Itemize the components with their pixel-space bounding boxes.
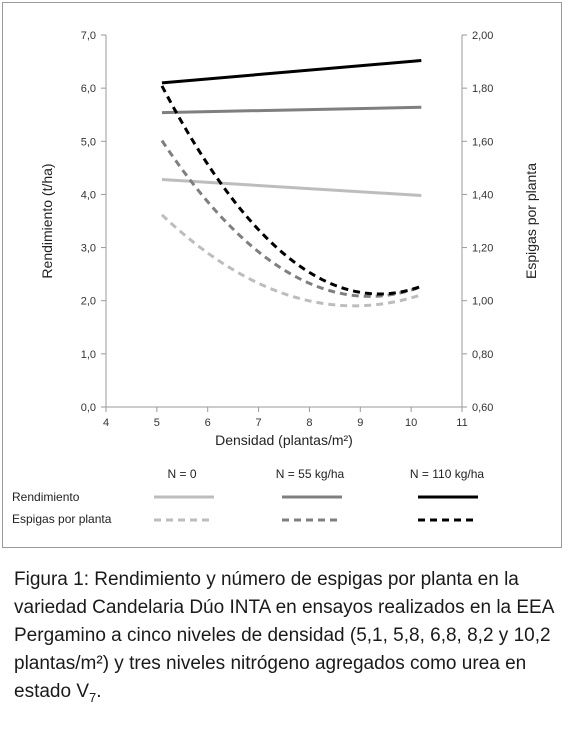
y2-tick-label: 1,20 [472, 243, 493, 255]
legend-col-n0: N = 0 [167, 467, 196, 481]
y-tick-label: 7,0 [81, 30, 96, 42]
y2-tick-label: 1,60 [472, 136, 493, 148]
legend-row-rendimiento: Rendimiento [12, 490, 80, 504]
x-tick-label: 10 [405, 417, 417, 429]
y2-axis-title: Espigas por planta [523, 163, 539, 279]
x-tick-label: 5 [154, 417, 160, 429]
y-tick-label: 3,0 [81, 243, 96, 255]
caption-subscript: 7 [89, 689, 97, 705]
legend-col-n55: N = 55 kg/ha [276, 467, 345, 481]
y-tick-label: 1,0 [81, 349, 96, 361]
y-tick-label: 2,0 [81, 296, 96, 308]
series-line-2 [161, 105, 422, 115]
y-tick-label: 4,0 [81, 189, 96, 201]
series-line-1 [161, 178, 422, 197]
y2-tick-label: 0,80 [472, 349, 493, 361]
x-tick-label: 4 [103, 417, 109, 429]
legend-row-espigas: Espigas por planta [12, 512, 112, 526]
figure-panel [2, 2, 562, 548]
y2-tick-label: 1,00 [472, 296, 493, 308]
x-tick-label: 6 [205, 417, 211, 429]
y-tick-label: 5,0 [81, 136, 96, 148]
series-line-5 [160, 139, 422, 298]
chart-axes: 4 5 6 7 8 9 10 11 0,0 1,0 2,0 3,0 4,0 5,0 6,0 7,0 0,60 0,… [81, 30, 494, 429]
caption-text: Figura 1: Rendimiento y número de espiga… [14, 569, 554, 702]
chart: 4 5 6 7 8 9 10 11 0,0 1,0 2,0 3,0 4,0 5,0 6,0 7,0 0,60 0,… [12, 30, 539, 526]
y-tick-label: 6,0 [81, 83, 96, 95]
series-line-3 [161, 59, 422, 85]
caption-end: . [96, 681, 102, 702]
y2-tick-label: 0,60 [472, 402, 493, 414]
legend-swatches [154, 495, 478, 522]
x-axis-title: Densidad (plantas/m²) [215, 432, 353, 448]
y-tick-label: 0,0 [81, 402, 96, 414]
y-axis-title: Rendimiento (t/ha) [39, 163, 55, 278]
y2-tick-label: 1,80 [472, 83, 493, 95]
figure-caption: Figura 1: Rendimiento y número de espiga… [14, 566, 554, 712]
chart-series [160, 59, 422, 308]
y2-tick-label: 2,00 [472, 30, 493, 42]
x-tick-label: 8 [306, 417, 312, 429]
x-tick-label: 7 [256, 417, 262, 429]
series-line-6 [160, 85, 422, 296]
series-line-4 [160, 213, 422, 308]
x-tick-label: 11 [456, 417, 467, 429]
x-tick-label: 9 [357, 417, 363, 429]
legend-col-n110: N = 110 kg/ha [410, 467, 484, 481]
legend: N = 0 N = 55 kg/ha N = 110 kg/ha Rendimi… [12, 467, 484, 526]
y2-tick-label: 1,40 [472, 189, 493, 201]
